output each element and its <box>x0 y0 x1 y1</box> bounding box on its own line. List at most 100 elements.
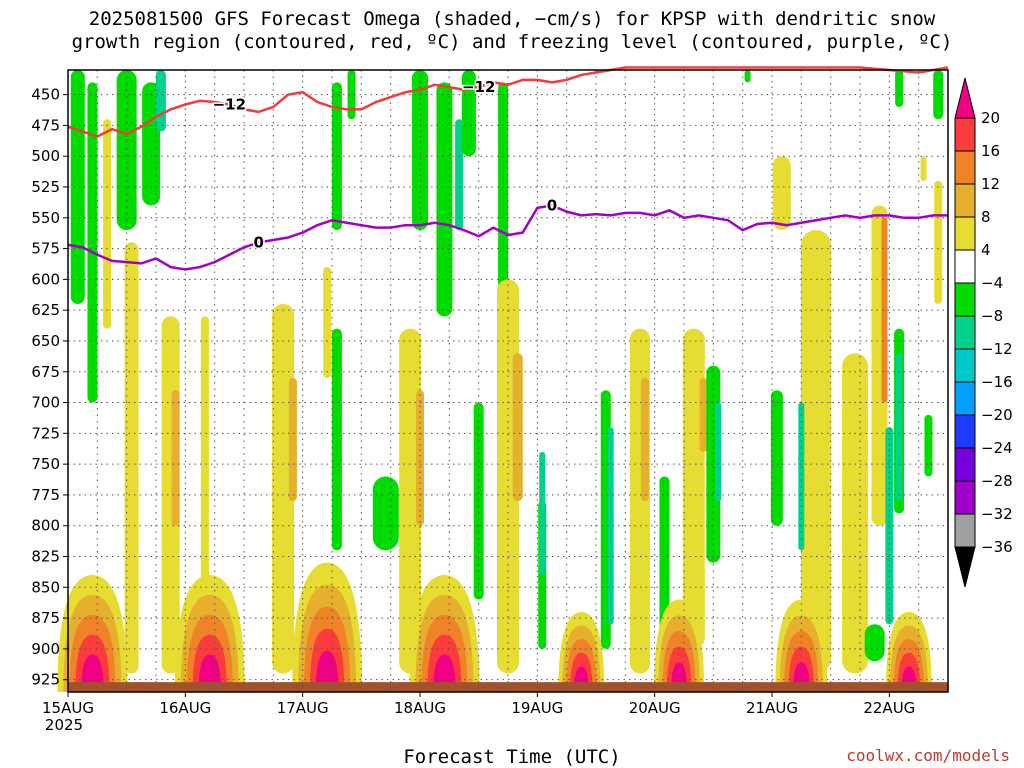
omega-shading <box>896 353 903 502</box>
x-tick-label: 22AUG <box>863 699 915 717</box>
chart-title-line-2: growth region (contoured, red, ºC) and f… <box>71 31 953 53</box>
contour-line--12 <box>67 66 949 138</box>
colorbar-bottom-arrow <box>954 546 976 588</box>
omega-shading <box>539 451 546 575</box>
omega-shading <box>372 476 399 551</box>
omega-shading <box>770 390 783 526</box>
y-tick-label: 925 <box>31 671 60 689</box>
omega-shading <box>798 402 805 551</box>
omega-shading <box>155 70 166 132</box>
colorbar-label: 16 <box>981 142 1000 160</box>
y-tick-label: 750 <box>31 455 60 473</box>
colorbar-label: −32 <box>981 505 1013 523</box>
y-tick-label: 700 <box>31 394 60 412</box>
contour-line-0 <box>67 204 948 271</box>
colorbar-swatch <box>954 480 976 515</box>
omega-shading <box>715 402 722 502</box>
plot-area <box>57 70 948 692</box>
colorbar-swatch <box>954 315 976 350</box>
x-tick-label: 2025 <box>45 716 83 734</box>
omega-shading <box>924 414 933 477</box>
colorbar-label: −20 <box>981 406 1013 424</box>
x-tick-label: 18AUG <box>394 699 446 717</box>
y-tick-label: 575 <box>31 240 60 258</box>
colorbar-label: −8 <box>981 307 1003 325</box>
y-tick-label: 875 <box>31 609 60 627</box>
colorbar-label: −24 <box>981 439 1013 457</box>
omega-shading <box>70 70 85 305</box>
omega-shading <box>323 267 332 378</box>
omega-shading <box>881 217 888 403</box>
omega-shading <box>895 70 904 107</box>
ground-level <box>68 682 948 692</box>
omega-shading <box>347 70 356 120</box>
omega-shading <box>272 304 295 674</box>
omega-shading <box>512 353 523 502</box>
y-tick-label: 450 <box>31 86 60 104</box>
omega-shading <box>288 377 297 502</box>
omega-shading <box>103 119 112 329</box>
omega-shading <box>682 328 705 649</box>
contour-lines: −12 −12 0 0 <box>67 66 949 271</box>
contour-label: −12 <box>213 95 246 113</box>
omega-shading <box>331 328 342 551</box>
source-credit: coolwx.com/models <box>846 746 1010 765</box>
contour-label: 0 <box>253 233 263 251</box>
omega-shading <box>116 70 137 231</box>
colorbar-top-arrow <box>954 77 976 119</box>
omega-shading <box>436 82 453 317</box>
omega-shading <box>171 390 180 526</box>
x-tick-label: 21AUG <box>746 699 798 717</box>
omega-shading <box>744 70 751 83</box>
y-tick-label: 525 <box>31 178 60 196</box>
y-tick-label: 500 <box>31 147 60 165</box>
colorbar-swatch <box>954 183 976 218</box>
omega-shading <box>416 390 424 526</box>
y-tick-label: 675 <box>31 363 60 381</box>
colorbar-label: −16 <box>981 373 1013 391</box>
omega-shading <box>607 427 614 625</box>
y-tick-label: 625 <box>31 301 60 319</box>
colorbar-swatch <box>954 249 976 284</box>
omega-shading <box>640 377 649 502</box>
grid-lines <box>68 70 948 692</box>
y-tick-label: 825 <box>31 548 60 566</box>
omega-shading <box>920 156 927 181</box>
omega-shading <box>315 650 339 692</box>
omega-shading <box>87 82 98 403</box>
omega-shading <box>864 624 885 662</box>
y-tick-label: 475 <box>31 116 60 134</box>
omega-shading <box>200 316 209 649</box>
y-tick-label: 850 <box>31 578 60 596</box>
contour-label: −12 <box>462 78 495 96</box>
omega-shading <box>461 70 476 157</box>
y-tick-label: 900 <box>31 640 60 658</box>
omega-shading <box>498 82 509 305</box>
colorbar-label: −4 <box>981 274 1003 292</box>
colorbar-swatch <box>954 513 976 548</box>
plot-border <box>67 69 949 693</box>
colorbar-swatch <box>954 282 976 317</box>
colorbar-swatch <box>954 150 976 185</box>
x-axis-title: Forecast Time (UTC) <box>403 746 621 768</box>
chart-title-line-1: 2025081500 GFS Forecast Omega (shaded, −… <box>88 8 936 30</box>
colorbar-swatch <box>954 348 976 383</box>
y-tick-label: 725 <box>31 424 60 442</box>
colorbar-swatch <box>954 117 976 152</box>
colorbar-label: 12 <box>981 175 1000 193</box>
y-tick-label: 550 <box>31 209 60 227</box>
plot-frame <box>67 69 949 693</box>
colorbar-label: 8 <box>981 208 991 226</box>
colorbar-label: −28 <box>981 472 1013 490</box>
omega-shading <box>801 230 831 674</box>
x-tick-label: 17AUG <box>277 699 329 717</box>
colorbar-label: −36 <box>981 538 1013 556</box>
colorbar-label: 4 <box>981 241 991 259</box>
y-axis: 450 475 500 525 550 575 600 625 650 675 700 725 750 7… <box>31 86 68 689</box>
omega-shading <box>331 82 342 231</box>
x-tick-label: 15AUG <box>42 699 94 717</box>
colorbar: 20 16 12 8 4 −4 −8 −12 −16 −20 −24 −28 −32 −36 <box>954 77 1013 588</box>
y-tick-label: 800 <box>31 517 60 535</box>
